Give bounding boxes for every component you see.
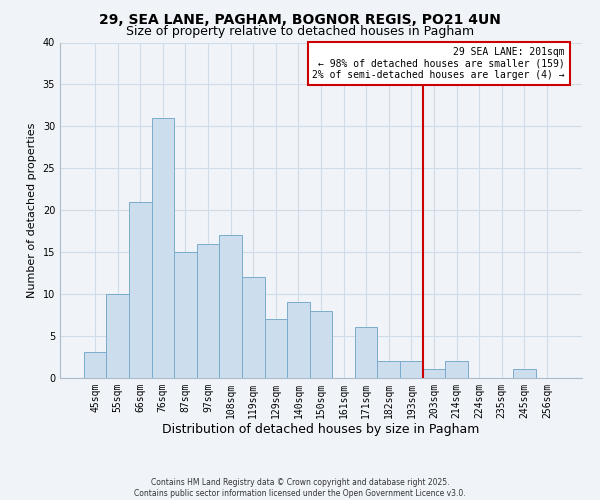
Text: Contains HM Land Registry data © Crown copyright and database right 2025.
Contai: Contains HM Land Registry data © Crown c… [134, 478, 466, 498]
Bar [242, 277, 265, 378]
Bar [422, 369, 445, 378]
Bar [355, 327, 377, 378]
Text: 29 SEA LANE: 201sqm
← 98% of detached houses are smaller (159)
2% of semi-detach: 29 SEA LANE: 201sqm ← 98% of detached ho… [313, 46, 565, 80]
Bar [513, 369, 536, 378]
Bar [129, 202, 152, 378]
Bar [106, 294, 129, 378]
Bar [174, 252, 197, 378]
Bar [310, 310, 332, 378]
Bar [197, 244, 220, 378]
Text: 29, SEA LANE, PAGHAM, BOGNOR REGIS, PO21 4UN: 29, SEA LANE, PAGHAM, BOGNOR REGIS, PO21… [99, 12, 501, 26]
Bar [265, 319, 287, 378]
Bar [445, 361, 468, 378]
Bar [377, 361, 400, 378]
Bar [287, 302, 310, 378]
Bar [152, 118, 174, 378]
Y-axis label: Number of detached properties: Number of detached properties [27, 122, 37, 298]
Bar [220, 235, 242, 378]
Text: Size of property relative to detached houses in Pagham: Size of property relative to detached ho… [126, 25, 474, 38]
X-axis label: Distribution of detached houses by size in Pagham: Distribution of detached houses by size … [163, 423, 479, 436]
Bar [84, 352, 106, 378]
Bar [400, 361, 422, 378]
